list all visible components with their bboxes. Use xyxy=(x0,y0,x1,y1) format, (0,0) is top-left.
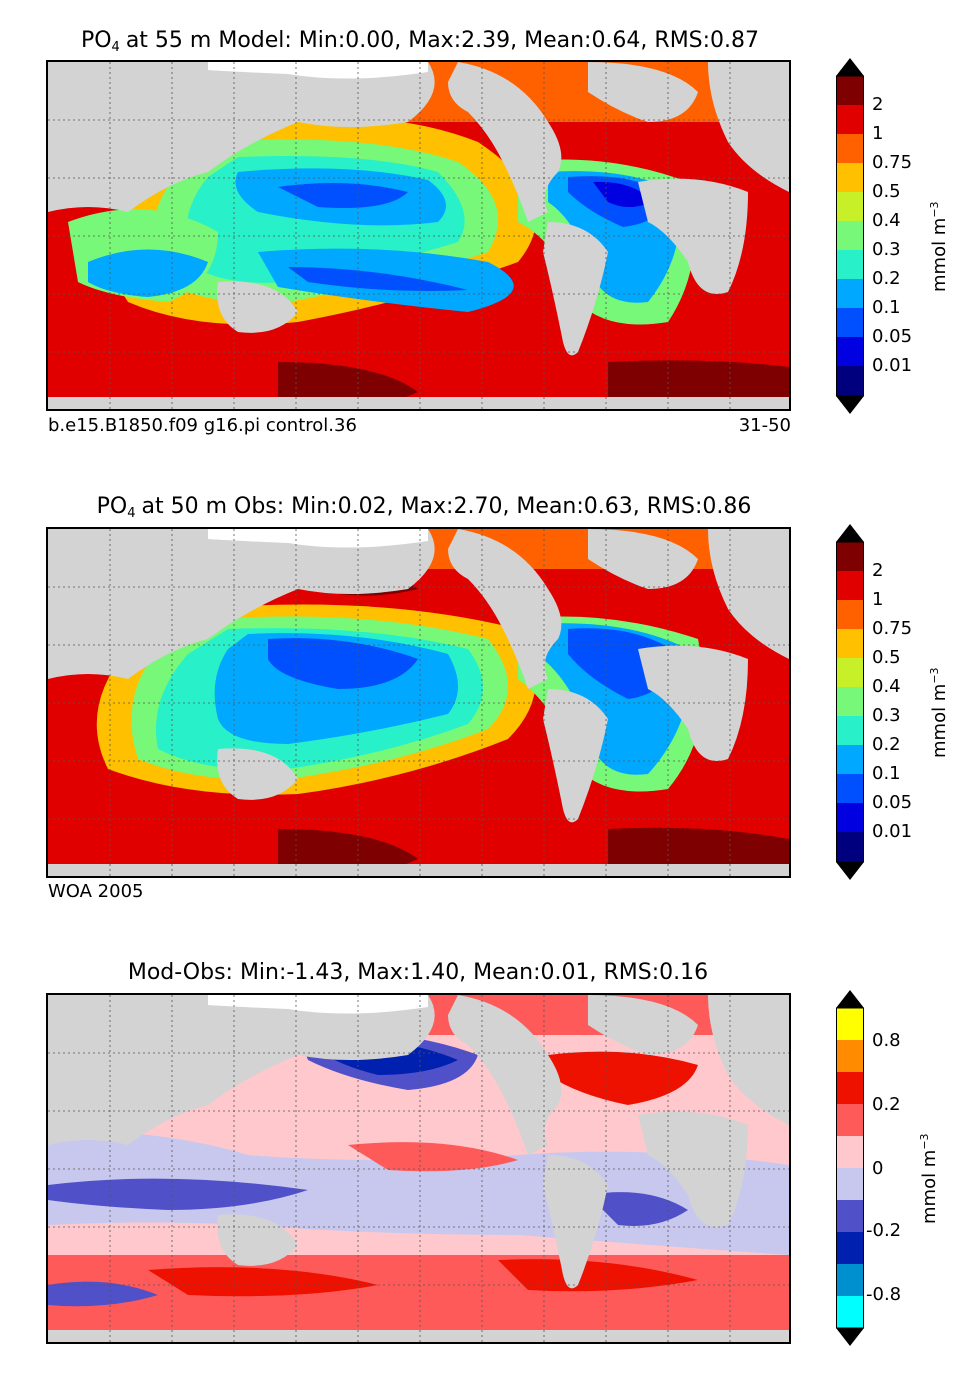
panel-title-diff: Mod-Obs: Min:-1.43, Max:1.40, Mean:0.01,… xyxy=(127,960,709,985)
panel-title-obs: PO4 at 50 m Obs: Min:0.02, Max:2.70, Mean… xyxy=(96,494,752,521)
land-masses-diff xyxy=(48,995,789,1342)
pacific-blue-north xyxy=(278,183,408,208)
cb2-label-1: 1 xyxy=(872,589,884,610)
cb2-label-8: 0.05 xyxy=(872,792,913,813)
south-band xyxy=(48,327,789,409)
cb2-label-0: 2 xyxy=(872,560,884,581)
cb2-label-9: 0.01 xyxy=(872,821,913,842)
cb1-label-1: 1 xyxy=(872,123,884,144)
cb3-label-1: 0.2 xyxy=(872,1094,901,1115)
southern-high-2 xyxy=(608,360,789,397)
map-model xyxy=(46,60,791,411)
caption-years: 31-50 xyxy=(738,415,791,436)
cb1-label-0: 2 xyxy=(872,94,884,115)
australia xyxy=(217,281,298,333)
cb1-label-2: 0.75 xyxy=(872,152,913,173)
cb3-label-0: 0.8 xyxy=(872,1030,901,1051)
colorbar-obs xyxy=(836,524,864,880)
sea-ice xyxy=(208,62,428,79)
cb1-label-6: 0.2 xyxy=(872,268,901,289)
caption-source: WOA 2005 xyxy=(48,881,144,902)
cb1-label-3: 0.5 xyxy=(872,181,901,202)
cb2-label-6: 0.2 xyxy=(872,734,901,755)
atlantic-deep xyxy=(593,181,653,207)
pacific-blue-south xyxy=(288,267,468,291)
south-america xyxy=(543,222,608,356)
map-obs xyxy=(46,527,791,878)
cb2-label-2: 0.75 xyxy=(872,618,913,639)
colorbar-model xyxy=(836,58,864,414)
cb2-label-5: 0.3 xyxy=(872,705,901,726)
cb2-label-3: 0.5 xyxy=(872,647,901,668)
panel-title-model: PO4 at 55 m Model: Min:0.00, Max:2.39, Me… xyxy=(80,28,760,55)
cb3-label-4: -0.8 xyxy=(866,1284,902,1305)
indian-cyan xyxy=(88,249,208,297)
europe xyxy=(708,62,789,192)
cb3-label-2: 0 xyxy=(872,1158,884,1179)
cb3-label-3: -0.2 xyxy=(866,1220,902,1241)
map-diff xyxy=(46,993,791,1344)
antarctica xyxy=(48,397,789,409)
caption-case-name: b.e15.B1850.f09 g16.pi control.36 xyxy=(48,415,357,436)
map-model-svg xyxy=(48,62,789,409)
cb1-label-9: 0.01 xyxy=(872,355,913,376)
cb1-label-5: 0.3 xyxy=(872,239,901,260)
colorbar-diff xyxy=(836,990,864,1346)
tropical-negative-band xyxy=(48,1132,789,1255)
cb1-label-7: 0.1 xyxy=(872,297,901,318)
cb2-label-7: 0.1 xyxy=(872,763,901,784)
colorbar-extend-min xyxy=(836,396,864,414)
cb1-label-4: 0.4 xyxy=(872,210,901,231)
cb3-unit: mmol m−3 xyxy=(918,1133,940,1224)
greenland xyxy=(588,62,698,122)
eurasia xyxy=(48,62,435,212)
north-america xyxy=(448,62,562,222)
map-obs-svg xyxy=(48,529,789,876)
cb1-unit: mmol m−3 xyxy=(928,201,950,292)
southern-positive-band xyxy=(48,1255,789,1330)
cb1-label-8: 0.05 xyxy=(872,326,913,347)
cb2-unit: mmol m−3 xyxy=(928,667,950,758)
grid-lines xyxy=(48,62,789,409)
cb2-label-4: 0.4 xyxy=(872,676,901,697)
colorbar-extend-max xyxy=(836,58,864,76)
map-diff-svg xyxy=(48,995,789,1342)
